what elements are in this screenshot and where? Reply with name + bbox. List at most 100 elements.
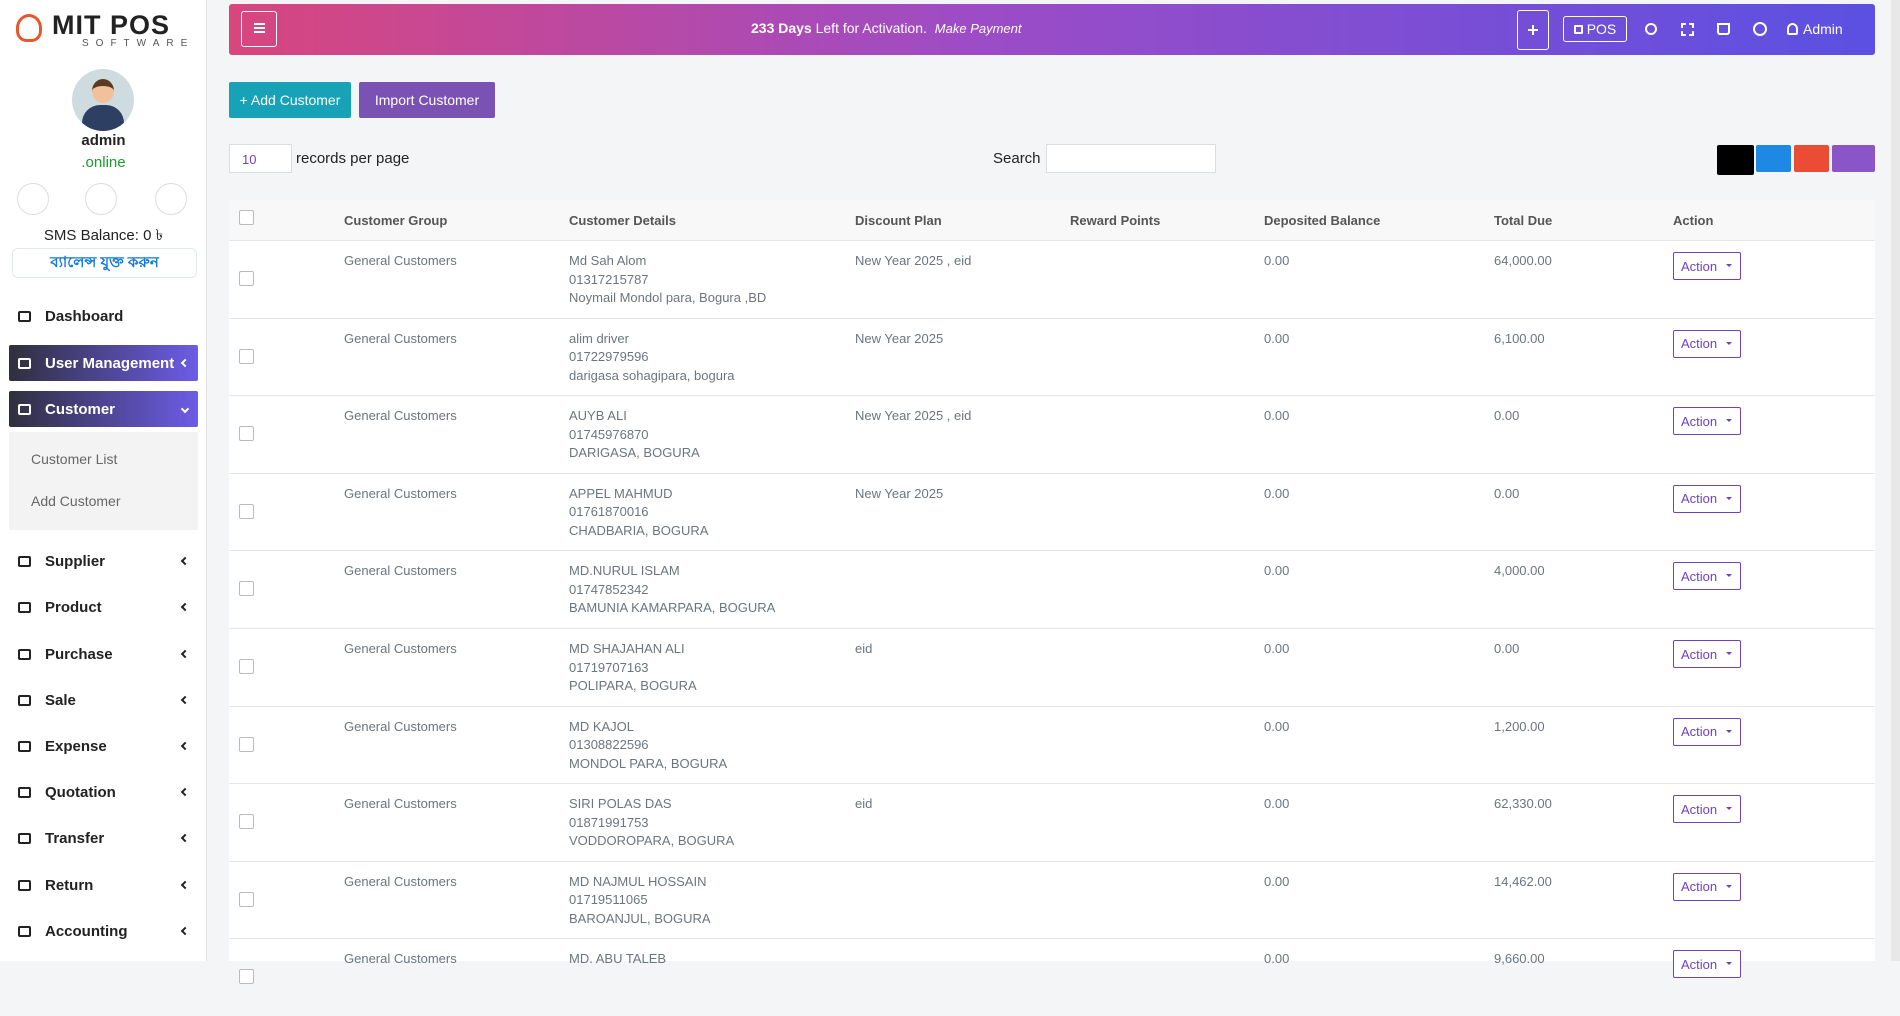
delete-button[interactable]: [1794, 145, 1829, 172]
action-button[interactable]: Action: [1673, 329, 1741, 358]
menu-label: Transfer: [45, 829, 105, 847]
payment-link[interactable]: Make Payment: [934, 21, 1022, 36]
add-customer-button[interactable]: + Add Customer: [229, 82, 351, 118]
page-size-select[interactable]: 10: [229, 144, 292, 173]
days-left: 233 Days: [751, 20, 812, 36]
customer-phone: 01308822596: [569, 737, 649, 753]
menu-item[interactable]: Purchase: [9, 636, 198, 672]
user-status: .online: [81, 154, 126, 171]
row-checkbox[interactable]: [239, 891, 254, 907]
columns-button[interactable]: [1832, 145, 1875, 172]
customer-address: MONDOL PARA, BOGURA: [569, 755, 728, 771]
settings-button[interactable]: [85, 183, 117, 215]
row-checkbox[interactable]: [239, 969, 254, 985]
menu-toggle[interactable]: [241, 11, 277, 47]
column-header[interactable]: Discount Plan: [855, 213, 942, 228]
menu-label: Purchase: [45, 645, 113, 663]
menu-label: Return: [45, 876, 94, 894]
logout-button[interactable]: [155, 183, 187, 215]
menu-icon: [18, 601, 31, 613]
menu-item[interactable]: Expense: [9, 728, 198, 764]
menu-label: Product: [45, 598, 102, 616]
action-button[interactable]: Action: [1673, 872, 1741, 901]
customer-group: General Customers: [344, 563, 457, 579]
customer-name: Md Sah Alom: [569, 253, 647, 268]
row-checkbox[interactable]: [239, 581, 254, 597]
row-checkbox[interactable]: [239, 426, 254, 442]
table-row: General Customers AUYB ALI 01745976870 DARI…: [229, 395, 1875, 473]
menu-chevron: [180, 926, 190, 936]
action-button[interactable]: Action: [1673, 407, 1741, 436]
deposited-balance: 0.00: [1264, 408, 1290, 424]
menu-item[interactable]: Dashboard: [9, 298, 198, 334]
column-header[interactable]: Reward Points: [1070, 213, 1161, 228]
brand: MIT POS SOFTWARE: [52, 10, 194, 49]
action-button[interactable]: Action: [1673, 717, 1741, 746]
language-icon[interactable]: [1753, 22, 1767, 36]
menu-icon: [18, 357, 31, 369]
action-button[interactable]: Action: [1673, 562, 1741, 591]
print-button[interactable]: [1756, 145, 1791, 172]
total-due: 6,100.00: [1494, 330, 1545, 346]
menu-label: User Management: [45, 354, 175, 372]
row-checkbox[interactable]: [239, 814, 254, 830]
deposited-balance: 0.00: [1264, 641, 1290, 656]
add-button[interactable]: [1517, 10, 1549, 50]
menu-icon: [18, 786, 31, 798]
submenu-item[interactable]: Customer List: [31, 451, 118, 467]
row-checkbox[interactable]: [239, 348, 254, 364]
select-all[interactable]: [239, 210, 254, 225]
row-checkbox[interactable]: [239, 503, 254, 519]
import-customer-button[interactable]: Import Customer: [359, 82, 495, 118]
menu-item[interactable]: Sale: [9, 682, 198, 718]
admin-menu[interactable]: Admin: [1787, 21, 1843, 37]
menu-label: Accounting: [45, 922, 128, 940]
search-input[interactable]: [1046, 144, 1216, 173]
column-header[interactable]: Deposited Balance: [1264, 213, 1381, 228]
menu-item[interactable]: Customer: [9, 391, 198, 427]
deposited-balance: 0.00: [1264, 796, 1290, 812]
menu-chevron: [180, 404, 190, 414]
column-header[interactable]: Customer Details: [569, 213, 676, 228]
customer-name: MD NAJMUL HOSSAIN: [569, 873, 707, 889]
menu-item[interactable]: Return: [9, 867, 198, 903]
menu-item[interactable]: Product: [9, 589, 198, 625]
menu-item[interactable]: Accounting: [9, 913, 198, 949]
submenu-item[interactable]: Add Customer: [31, 493, 121, 509]
column-header[interactable]: Action: [1673, 213, 1714, 228]
store-icon[interactable]: [1717, 23, 1730, 35]
menu-icon: [18, 403, 31, 415]
menu-label: Sale: [45, 691, 76, 709]
action-button[interactable]: Action: [1673, 950, 1741, 979]
action-button[interactable]: Action: [1673, 795, 1741, 824]
records-label: records per page: [296, 150, 410, 167]
menu-item[interactable]: Quotation: [9, 774, 198, 810]
customer-details: Md Sah Alom 01317215787 Noymail Mondol par…: [569, 252, 766, 308]
csv-button[interactable]: [1717, 145, 1754, 175]
customer-name: APPEL MAHMUD: [569, 485, 673, 501]
column-header[interactable]: Customer Group: [344, 213, 448, 228]
action-button[interactable]: Action: [1673, 484, 1741, 513]
column-header[interactable]: Total Due: [1494, 213, 1553, 228]
action-button[interactable]: Action: [1673, 252, 1741, 280]
total-due: 0.00: [1494, 408, 1520, 424]
pos-button[interactable]: POS: [1563, 16, 1627, 42]
menu-icon: [18, 832, 31, 844]
customer-details: SIRI POLAS DAS 01871991753 VODDOROPARA, BO…: [569, 795, 734, 851]
customer-name: MD. ABU TALEB: [569, 951, 667, 967]
menu-item[interactable]: User Management: [9, 345, 198, 381]
sidebar: MIT POS SOFTWARE admin .online SMS Balanc…: [0, 0, 207, 961]
row-checkbox[interactable]: [239, 659, 254, 674]
theme-icon[interactable]: [1645, 23, 1657, 35]
brand-name: MIT POS: [52, 10, 171, 40]
action-button[interactable]: Action: [1673, 640, 1741, 668]
menu-item[interactable]: Supplier: [9, 543, 198, 579]
profile-button[interactable]: [17, 183, 49, 215]
customer-group: General Customers: [344, 253, 457, 268]
fullscreen-icon[interactable]: [1681, 23, 1694, 36]
submenu: Customer List Add Customer: [9, 432, 198, 530]
menu-item[interactable]: Transfer: [9, 820, 198, 856]
row-checkbox[interactable]: [239, 271, 254, 286]
row-checkbox[interactable]: [239, 736, 254, 752]
recharge-button[interactable]: ব্যালেন্স যুক্ত করুন: [12, 248, 197, 278]
